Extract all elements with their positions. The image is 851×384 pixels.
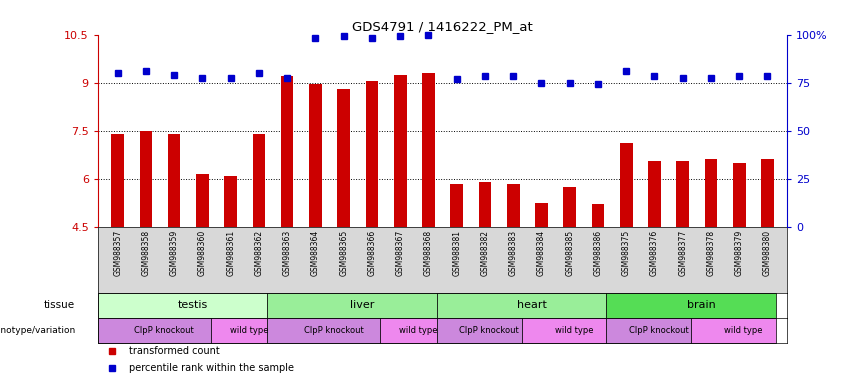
Bar [98,293,267,318]
Text: liver: liver [350,300,374,310]
Text: GSM988386: GSM988386 [593,230,603,276]
Bar [394,74,407,227]
Bar [253,134,266,227]
Text: ClpP knockout: ClpP knockout [304,326,363,335]
Bar [522,318,607,343]
Text: GSM988379: GSM988379 [734,230,744,276]
Bar [196,174,208,227]
Bar [225,175,237,227]
Text: GSM988359: GSM988359 [169,230,179,276]
Bar [535,203,548,227]
Bar [563,187,576,227]
Bar [309,84,322,227]
Bar [366,81,378,227]
Text: GSM988365: GSM988365 [340,230,348,276]
Text: GSM988375: GSM988375 [621,230,631,276]
Bar [677,161,689,227]
Bar [450,184,463,227]
Text: transformed count: transformed count [129,346,220,356]
Text: brain: brain [687,300,716,310]
Bar [140,131,152,227]
Bar [705,159,717,227]
Text: GSM988361: GSM988361 [226,230,235,276]
Text: GSM988384: GSM988384 [537,230,545,276]
Bar [168,134,180,227]
Text: GSM988368: GSM988368 [424,230,433,276]
Text: percentile rank within the sample: percentile rank within the sample [129,363,294,373]
Text: GSM988360: GSM988360 [198,230,207,276]
Text: wild type: wild type [555,326,593,335]
Text: ClpP knockout: ClpP knockout [460,326,519,335]
Text: GSM988377: GSM988377 [678,230,687,276]
Text: GSM988366: GSM988366 [368,230,376,276]
Text: wild type: wild type [724,326,762,335]
Text: ClpP knockout: ClpP knockout [134,326,194,335]
Text: GSM988385: GSM988385 [565,230,574,276]
Bar [281,76,294,227]
Bar [733,163,745,227]
Bar [98,318,211,343]
Text: GSM988381: GSM988381 [452,230,461,276]
Text: GSM988378: GSM988378 [706,230,716,276]
Text: GSM988358: GSM988358 [141,230,151,276]
Bar [437,318,522,343]
Text: GSM988357: GSM988357 [113,230,123,276]
Bar [267,318,380,343]
Bar [380,318,437,343]
Text: genotype/variation: genotype/variation [0,326,75,335]
Text: GSM988376: GSM988376 [650,230,659,276]
Bar [422,73,435,227]
Text: GSM988380: GSM988380 [762,230,772,276]
Bar [761,159,774,227]
Text: tissue: tissue [44,300,75,310]
Bar [607,318,691,343]
Text: GSM988367: GSM988367 [396,230,404,276]
Bar [620,144,632,227]
Text: GSM988382: GSM988382 [481,230,489,276]
Bar [648,161,660,227]
Text: ClpP knockout: ClpP knockout [629,326,688,335]
Text: GSM988364: GSM988364 [311,230,320,276]
Bar [507,184,519,227]
Text: heart: heart [517,300,546,310]
Bar [211,318,267,343]
Text: wild type: wild type [230,326,268,335]
Bar [337,89,350,227]
Bar [111,134,124,227]
Text: GSM988363: GSM988363 [283,230,292,276]
Bar [437,293,607,318]
Text: GSM988362: GSM988362 [254,230,264,276]
Text: testis: testis [177,300,208,310]
Bar [591,204,604,227]
Text: GSM988383: GSM988383 [509,230,517,276]
Text: wild type: wild type [399,326,437,335]
Title: GDS4791 / 1416222_PM_at: GDS4791 / 1416222_PM_at [352,20,533,33]
Bar [607,293,776,318]
Bar [691,318,776,343]
Bar [478,182,491,227]
Bar [267,293,437,318]
